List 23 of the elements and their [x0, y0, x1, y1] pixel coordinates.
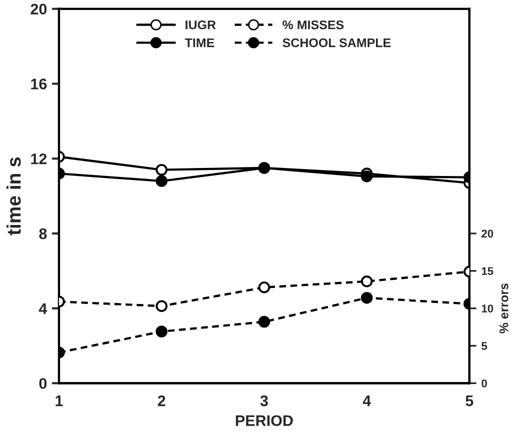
- legend-label: TIME: [184, 38, 214, 48]
- y-tick-label: 4: [38, 303, 48, 314]
- x-tick-label: 4: [362, 396, 371, 406]
- y-tick-label: 0: [39, 378, 47, 389]
- y-axis-title: time in s: [6, 157, 21, 236]
- legend-label: IUGR: [186, 20, 216, 30]
- legend-label: SCHOOL SAMPLE: [282, 38, 391, 48]
- y2-tick-label: 15: [482, 267, 494, 276]
- y-tick-label: 20: [30, 4, 47, 15]
- y-tick-label: 8: [39, 228, 47, 240]
- y2-tick-label: 0: [482, 379, 487, 388]
- y2-tick-label: 5: [482, 342, 488, 350]
- y2-axis-title: % errors: [499, 283, 508, 334]
- x-tick-label: 5: [466, 396, 474, 406]
- x-tick-label: 1: [56, 396, 63, 406]
- x-tick-label: 3: [260, 395, 268, 406]
- x-tick-label: 2: [158, 395, 166, 406]
- y-tick-label: 12: [31, 153, 47, 164]
- y2-tick-label: 20: [482, 230, 494, 238]
- x-axis-title: PERIOD: [236, 415, 293, 426]
- legend-label: % MISSES: [282, 20, 344, 30]
- y2-tick-label: 10: [482, 304, 494, 312]
- y-tick-label: 16: [31, 78, 47, 90]
